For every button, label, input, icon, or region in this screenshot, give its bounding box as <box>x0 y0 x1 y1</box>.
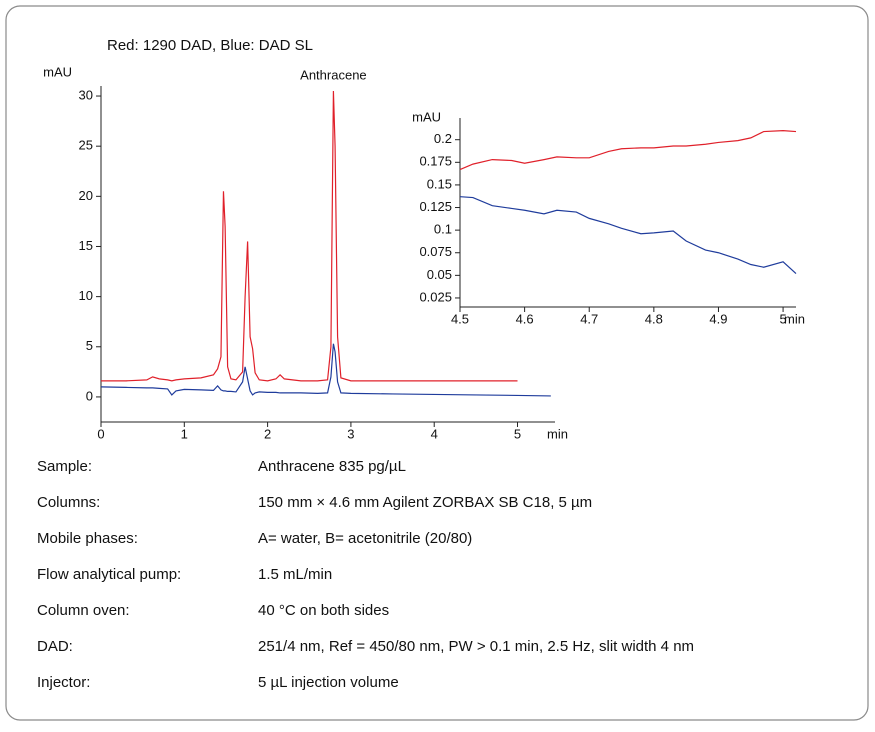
y-tick-label: 15 <box>79 238 93 253</box>
y-tick-label: 0 <box>86 388 93 403</box>
condition-value: 40 °C on both sides <box>258 602 389 619</box>
condition-label: Injector: <box>37 674 90 691</box>
x-tick-label: 2 <box>264 426 271 441</box>
y-axis-label: mAU <box>43 64 72 79</box>
x-tick-label: 4.6 <box>516 311 534 326</box>
condition-label: Mobile phases: <box>37 530 138 547</box>
annotation: Anthracene <box>300 67 367 82</box>
condition-value: A= water, B= acetonitrile (20/80) <box>258 530 472 547</box>
y-tick-label: 5 <box>86 338 93 353</box>
condition-label: Columns: <box>37 494 100 511</box>
x-tick-label: 1 <box>181 426 188 441</box>
condition-value: 150 mm × 4.6 mm Agilent ZORBAX SB C18, 5… <box>258 494 592 511</box>
series-line <box>100 343 551 397</box>
x-axis-label: min <box>784 311 805 326</box>
condition-label: DAD: <box>37 638 73 655</box>
condition-label: Sample: <box>37 458 92 475</box>
y-tick-label: 30 <box>79 87 93 102</box>
x-tick-label: 4.8 <box>645 311 663 326</box>
y-tick-label: 20 <box>79 188 93 203</box>
y-tick-label: 0.175 <box>419 154 452 169</box>
condition-value: 1.5 mL/min <box>258 566 332 583</box>
chart-title: Red: 1290 DAD, Blue: DAD SL <box>107 37 313 54</box>
y-tick-label: 25 <box>79 138 93 153</box>
y-tick-label: 0.15 <box>427 176 452 191</box>
y-tick-label: 0.125 <box>419 199 452 214</box>
y-tick-label: 0.025 <box>419 289 452 304</box>
x-tick-label: 3 <box>347 426 354 441</box>
series-line <box>459 130 797 171</box>
x-tick-label: 4.7 <box>580 311 598 326</box>
y-axis-label: mAU <box>412 109 441 124</box>
frame <box>5 5 869 721</box>
x-tick-label: 0 <box>97 426 104 441</box>
series-line <box>459 196 797 274</box>
y-tick-label: 0.075 <box>419 244 452 259</box>
y-tick-label: 0.05 <box>427 267 452 282</box>
condition-value: Anthracene 835 pg/µL <box>258 458 406 475</box>
y-tick-label: 0.2 <box>434 131 452 146</box>
condition-label: Column oven: <box>37 602 130 619</box>
y-tick-label: 10 <box>79 288 93 303</box>
condition-label: Flow analytical pump: <box>37 566 181 583</box>
x-tick-label: 5 <box>514 426 521 441</box>
x-tick-label: 4.9 <box>709 311 727 326</box>
y-tick-label: 0.1 <box>434 222 452 237</box>
condition-value: 251/4 nm, Ref = 450/80 nm, PW > 0.1 min,… <box>258 638 694 655</box>
x-axis-label: min <box>547 426 568 441</box>
series-line <box>101 90 518 382</box>
x-tick-label: 4.5 <box>451 311 469 326</box>
condition-value: 5 µL injection volume <box>258 674 399 691</box>
x-tick-label: 5 <box>779 311 786 326</box>
x-tick-label: 4 <box>431 426 438 441</box>
